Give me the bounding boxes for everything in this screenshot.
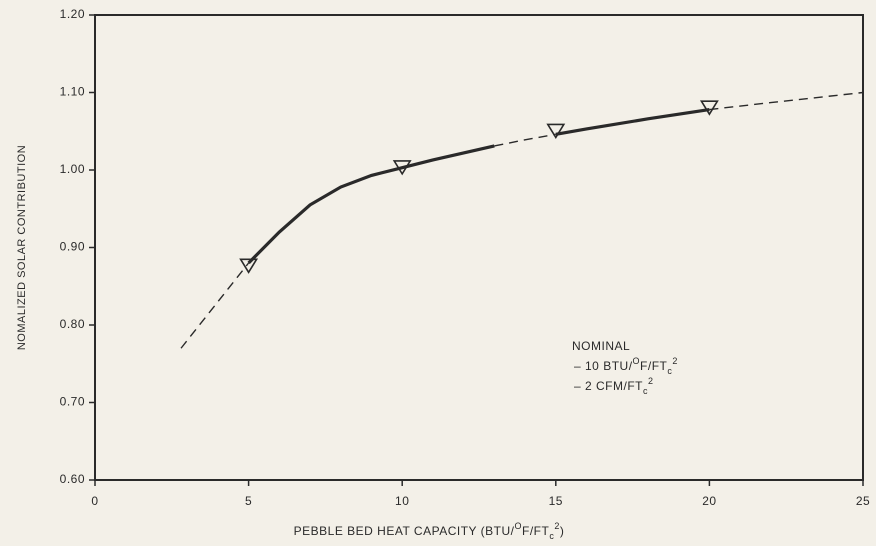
x-axis-label: PEBBLE BED HEAT CAPACITY (BTU/OF/FTc2) bbox=[294, 521, 565, 541]
y-tick-label: 0.60 bbox=[60, 472, 85, 486]
x-axis-label-part: 2 bbox=[554, 521, 560, 531]
annotation-part: O bbox=[633, 356, 641, 366]
annotation-part: – 10 BTU/ bbox=[574, 359, 633, 373]
x-axis-label-part: c bbox=[549, 531, 554, 541]
curve bbox=[709, 91, 864, 111]
y-axis-label: NOMALIZED SOLAR CONTRIBUTION bbox=[16, 145, 28, 350]
y-tick-label: 0.80 bbox=[60, 317, 85, 331]
x-axis-label-part: O bbox=[514, 521, 522, 531]
curve bbox=[180, 262, 250, 349]
x-axis-label-part: ) bbox=[560, 524, 565, 538]
y-tick-label: 1.00 bbox=[60, 162, 85, 176]
annotation-part: NOMINAL bbox=[572, 339, 630, 353]
annotation: – 10 BTU/OF/FTc2 bbox=[574, 356, 678, 376]
annotation-part: c bbox=[667, 366, 672, 376]
marker bbox=[546, 123, 566, 140]
annotation-part: F/FT bbox=[640, 359, 667, 373]
y-tick-label: 1.10 bbox=[60, 85, 85, 99]
y-tick-label: 0.90 bbox=[60, 240, 85, 254]
x-tick-label: 5 bbox=[245, 494, 252, 508]
x-tick-label: 25 bbox=[856, 494, 870, 508]
y-tick-label: 1.20 bbox=[60, 7, 85, 21]
x-axis-label-part: PEBBLE BED HEAT CAPACITY (BTU/ bbox=[294, 524, 515, 538]
annotation-part: 2 bbox=[672, 356, 678, 366]
marker bbox=[239, 258, 259, 274]
x-tick-label: 0 bbox=[91, 494, 98, 508]
marker bbox=[392, 160, 412, 176]
curve bbox=[247, 144, 495, 265]
curve bbox=[555, 107, 710, 136]
annotation: – 2 CFM/FTc2 bbox=[574, 376, 654, 396]
x-tick-label: 15 bbox=[549, 494, 563, 508]
curve bbox=[494, 133, 556, 147]
x-tick-label: 20 bbox=[702, 494, 716, 508]
marker bbox=[699, 100, 719, 116]
x-axis-label-part: F/FT bbox=[522, 524, 549, 538]
annotation: NOMINAL bbox=[572, 339, 630, 353]
y-tick-label: 0.70 bbox=[60, 395, 85, 409]
annotation-part: – 2 CFM/FT bbox=[574, 379, 643, 393]
annotation-part: 2 bbox=[648, 376, 654, 386]
x-tick-label: 10 bbox=[395, 494, 409, 508]
annotation-part: c bbox=[643, 386, 648, 396]
